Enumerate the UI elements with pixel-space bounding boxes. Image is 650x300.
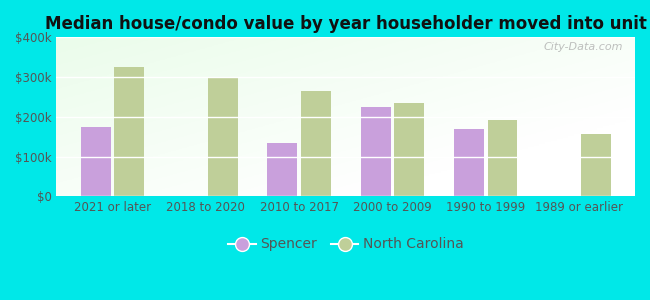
Bar — [581, 134, 611, 196]
Bar — [488, 120, 517, 196]
Title: Median house/condo value by year householder moved into unit: Median house/condo value by year househo… — [45, 15, 647, 33]
Bar — [114, 67, 144, 196]
Bar — [454, 129, 484, 196]
Bar — [267, 143, 297, 196]
Text: City-Data.com: City-Data.com — [544, 42, 623, 52]
Bar — [81, 127, 110, 196]
Legend: Spencer, North Carolina: Spencer, North Carolina — [222, 232, 469, 257]
Bar — [207, 78, 237, 196]
Bar — [395, 103, 424, 196]
Bar — [301, 91, 331, 196]
Bar — [361, 107, 391, 196]
